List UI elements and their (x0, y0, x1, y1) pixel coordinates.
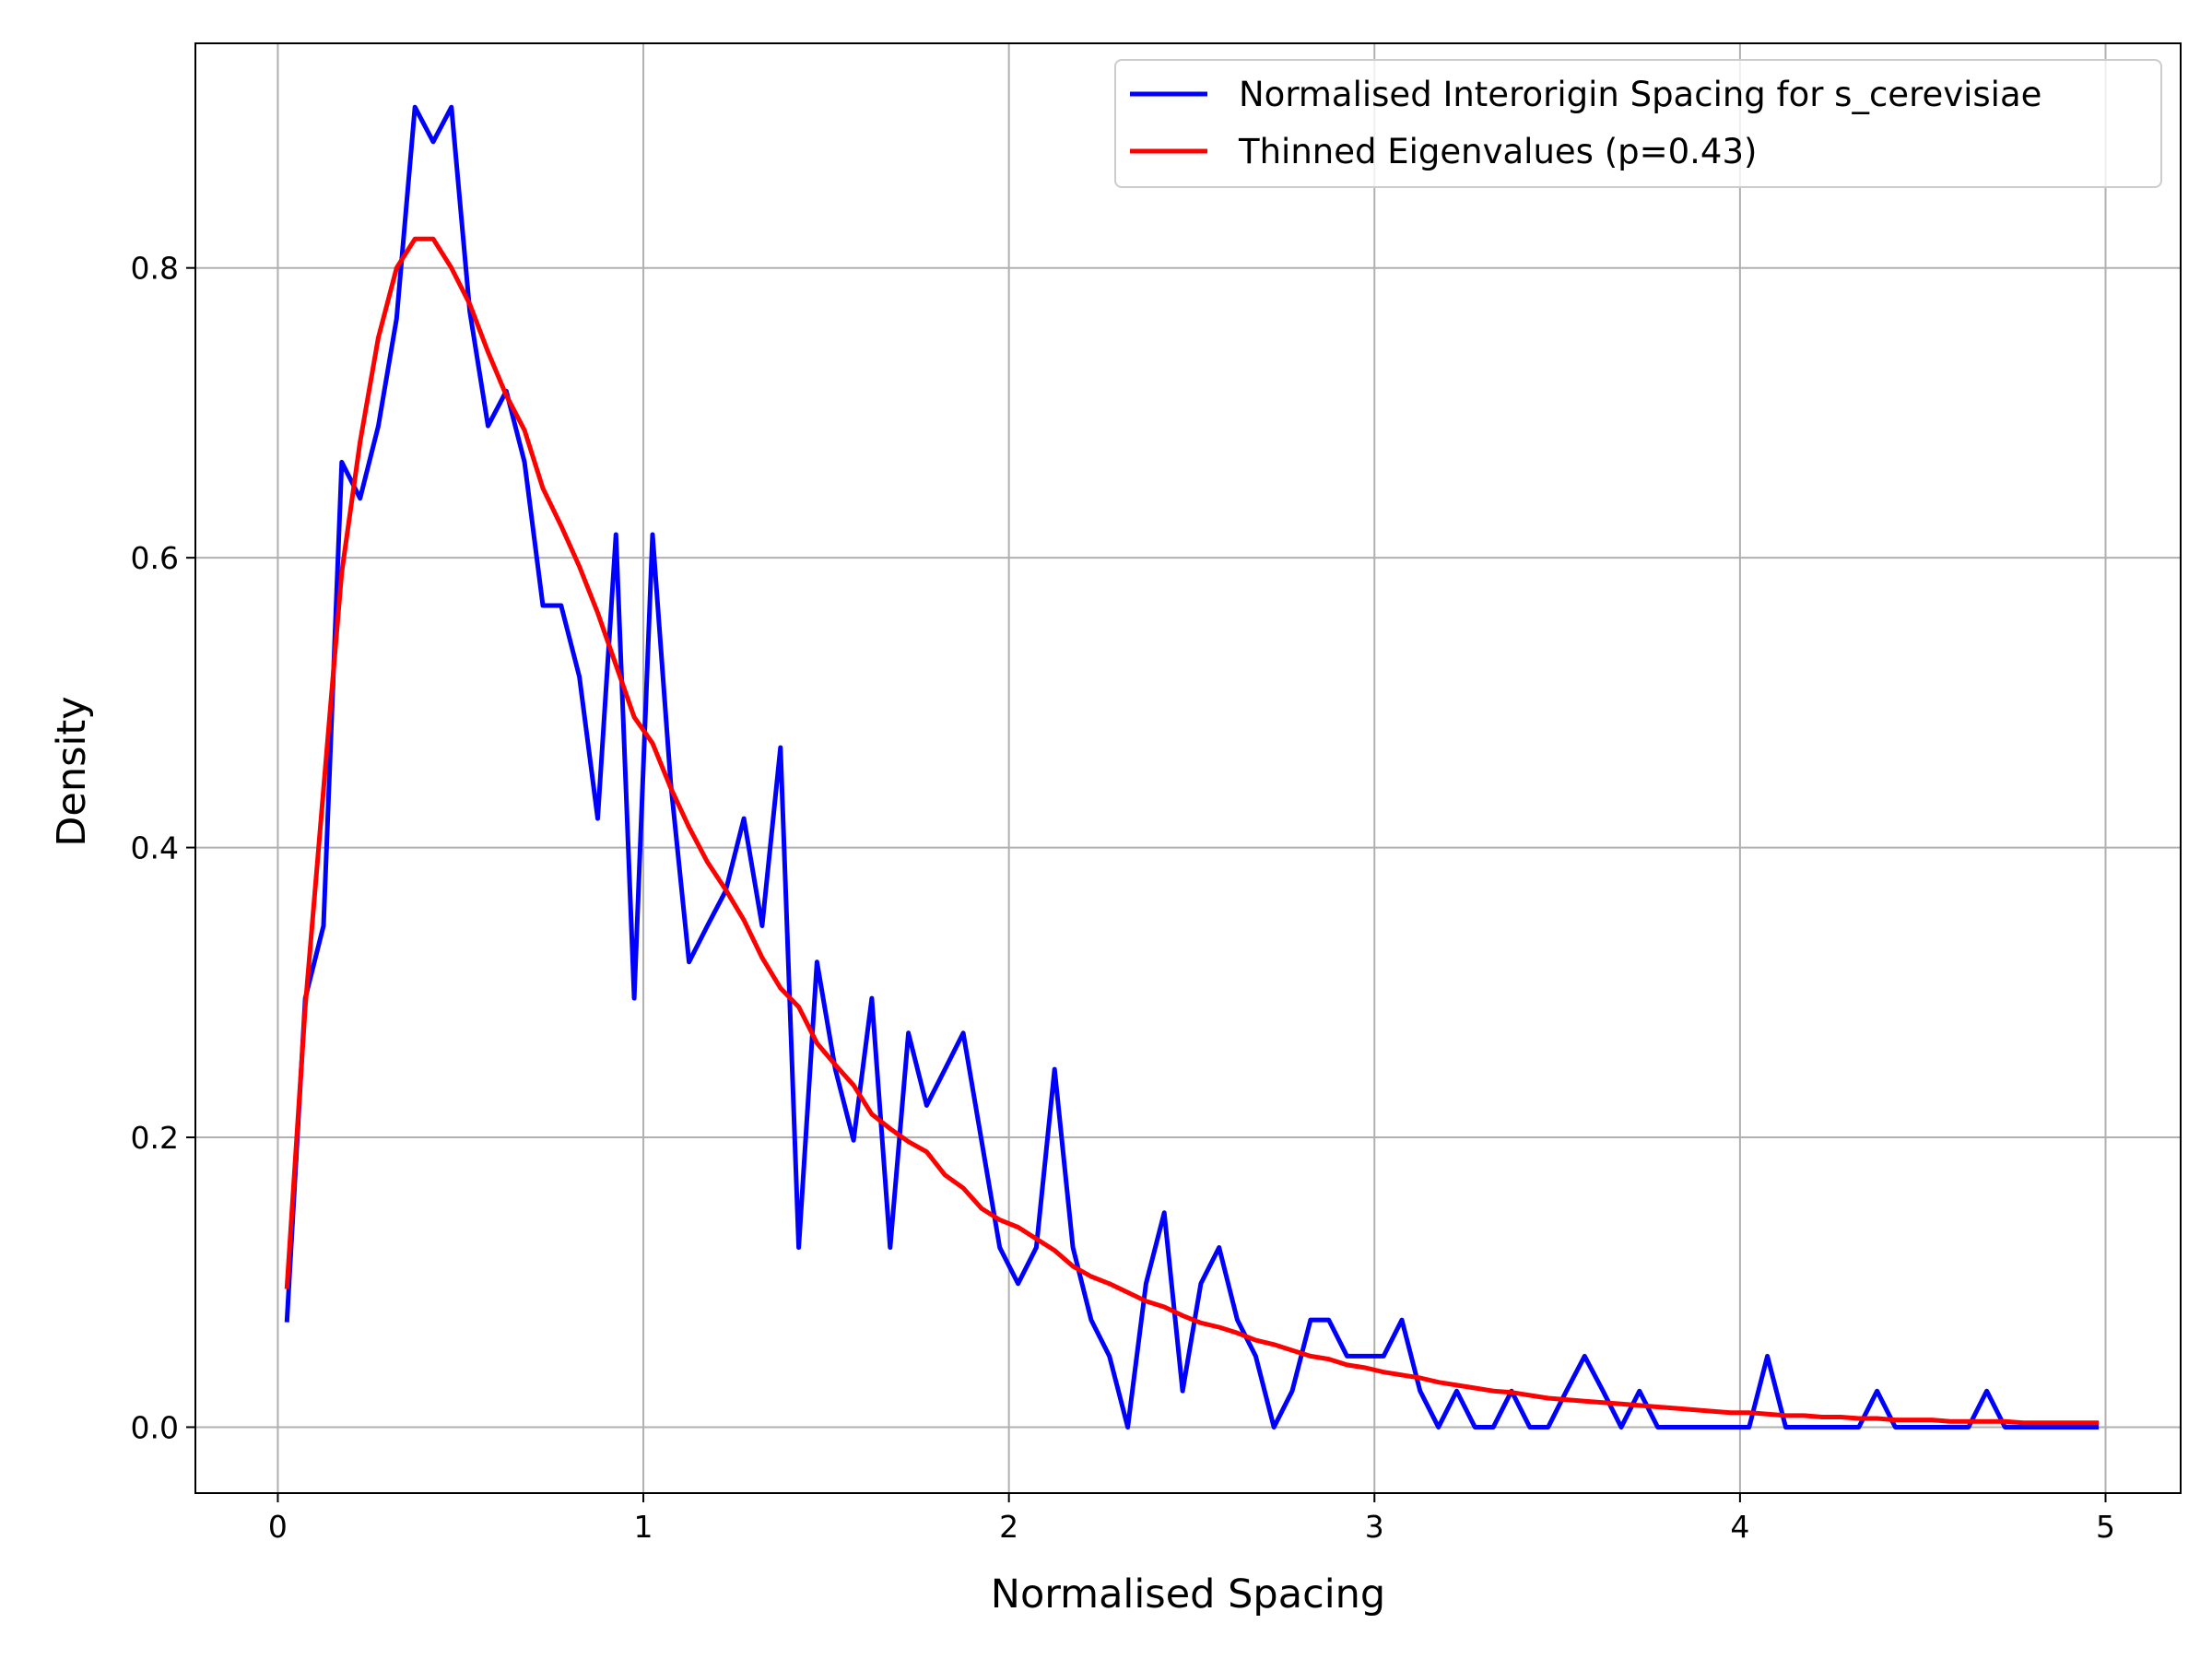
series-lines (284, 104, 2100, 1430)
gridlines (195, 43, 2181, 1493)
y-axis-label: Density (49, 696, 95, 846)
series-line-thinned-eigenvalues (284, 236, 2100, 1426)
legend: Normalised Interorigin Spacing for s_cer… (1114, 59, 2162, 188)
x-axis-label: Normalised Spacing (991, 1571, 1385, 1618)
y-tick-label: 0.8 (131, 251, 179, 287)
plot-area-frame (194, 42, 2182, 1494)
y-tick-label: 0.4 (131, 830, 179, 866)
y-tick-label: 0.6 (131, 540, 179, 576)
axis-ticks: 0 1 2 3 4 5 0.0 0.2 0.4 0.6 0.8 (131, 251, 2115, 1545)
y-tick-label: 0.2 (131, 1120, 179, 1156)
x-tick-label: 3 (1365, 1509, 1384, 1545)
legend-label-thinned-eigenvalues: Thinned Eigenvalues (p=0.43) (1238, 132, 1757, 171)
x-tick-label: 1 (634, 1509, 653, 1545)
x-tick-label: 0 (268, 1509, 288, 1545)
legend-box (1114, 59, 2162, 188)
legend-label-interorigin-spacing: Normalised Interorigin Spacing for s_cer… (1239, 75, 2041, 114)
series-line-interorigin-spacing (284, 104, 2100, 1430)
y-tick-label: 0.0 (131, 1409, 179, 1445)
x-tick-label: 2 (999, 1509, 1018, 1545)
x-tick-label: 4 (1730, 1509, 1749, 1545)
x-tick-label: 5 (2096, 1509, 2115, 1545)
